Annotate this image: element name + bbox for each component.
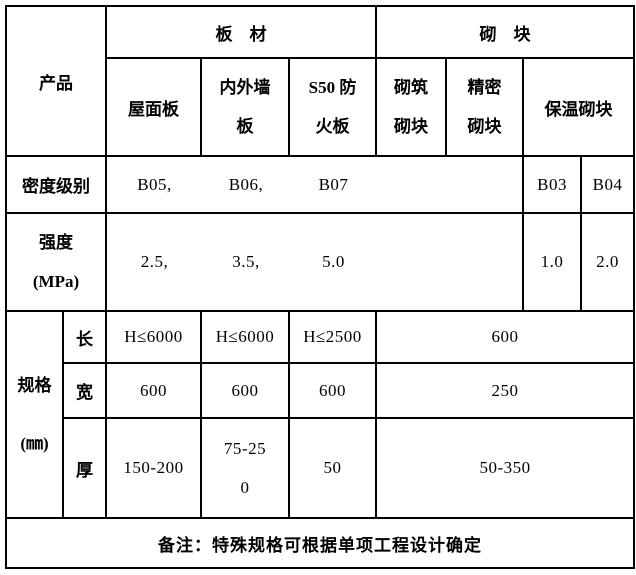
thickness-block-cell: 50-350: [375, 417, 636, 519]
width-block-cell: 250: [375, 362, 636, 419]
spec-thickness-row: 厚 150-200 75-25 0 50 50-350: [6, 417, 636, 519]
spec-label-cell: 规格 (㎜): [5, 310, 64, 519]
width-fireproof-cell: 600: [287, 362, 378, 419]
thickness-roof-cell: 150-200: [105, 417, 202, 519]
product-spec-table: 产品 板 材 砌 块 屋面板 内外墙 板 S50 防 火板 砌筑 砌块 精密 砌…: [4, 5, 636, 569]
density-b03-cell: B03: [522, 155, 583, 214]
density-value-b06: B06,: [228, 174, 264, 194]
masonry-block-header-cell: 砌筑 砌块: [375, 57, 448, 157]
density-value-b07: B07: [318, 174, 349, 194]
length-dim-cell: 长: [62, 310, 107, 364]
length-wall-cell: H≤6000: [200, 310, 290, 364]
length-fireproof-cell: H≤2500: [287, 310, 378, 364]
thickness-dim-cell: 厚: [62, 417, 107, 519]
width-roof-cell: 600: [105, 362, 202, 419]
density-board-values-cell: B05, B06, B07: [104, 155, 525, 214]
density-b04-cell: B04: [580, 155, 636, 214]
density-value-b05: B05,: [137, 174, 172, 194]
note-cell: 备注：特殊规格可根据单项工程设计确定: [4, 517, 636, 569]
strength-value-3: 5.0: [322, 252, 345, 271]
strength-value-2: 3.5,: [232, 252, 260, 271]
roof-panel-header-cell: 屋面板: [105, 57, 202, 157]
density-label-cell: 密度级别: [5, 155, 107, 214]
thickness-fireproof-cell: 50: [287, 417, 378, 519]
width-wall-cell: 600: [200, 362, 290, 419]
strength-board-values-cell: 2.5, 3.5, 5.0: [104, 212, 525, 312]
note-row: 备注：特殊规格可根据单项工程设计确定: [4, 517, 636, 569]
insulation-block-header-cell: 保温砌块: [522, 57, 636, 157]
length-roof-cell: H≤6000: [105, 310, 202, 364]
thickness-wall-cell: 75-25 0: [200, 417, 290, 519]
density-row: 密度级别 B05, B06, B07 B03 B04: [5, 155, 636, 214]
strength-insulation-1-cell: 1.0: [522, 212, 583, 312]
strength-label-cell: 强度 (MPa): [5, 212, 107, 312]
wall-panel-header-cell: 内外墙 板: [200, 57, 290, 157]
strength-value-1: 2.5,: [140, 252, 169, 271]
group-header-row: 产品 板 材 砌 块: [5, 5, 636, 157]
fireproof-panel-header-cell: S50 防 火板: [287, 57, 378, 157]
strength-row: 强度 (MPa) 2.5, 3.5, 5.0 1.0 2.0: [5, 212, 636, 312]
product-header-cell: 产品: [5, 5, 107, 157]
width-dim-cell: 宽: [62, 362, 107, 419]
spec-length-row: 规格 (㎜) 长 H≤6000 H≤6000 H≤2500 600: [5, 310, 636, 519]
block-group-header-cell: 砌 块: [375, 5, 636, 59]
precision-block-header-cell: 精密 砌块: [445, 57, 525, 157]
length-block-cell: 600: [375, 310, 636, 364]
sub-header-row: 屋面板 内外墙 板 S50 防 火板 砌筑 砌块 精密 砌块 保温砌块: [6, 57, 636, 157]
board-group-header-cell: 板 材: [104, 5, 378, 59]
spec-width-row: 宽 600 600 600 250: [6, 362, 636, 419]
strength-insulation-2-cell: 2.0: [580, 212, 636, 312]
